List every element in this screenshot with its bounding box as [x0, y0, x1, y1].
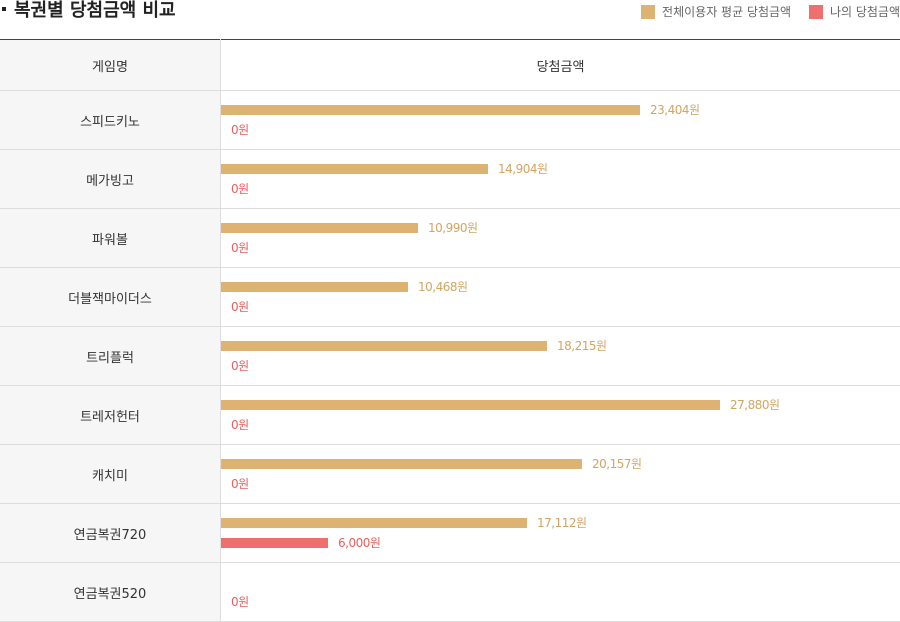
avg-value-label: 14,904원 — [498, 162, 548, 176]
table-row: 캐치미 20,157원 0원 — [0, 444, 900, 504]
bar-cell: 27,880원 0원 — [220, 385, 900, 445]
avg-bar — [221, 282, 408, 292]
avg-value-label: 10,468원 — [418, 280, 468, 294]
mine-value-label: 0원 — [231, 418, 249, 432]
mine-value-label: 0원 — [231, 359, 249, 373]
mine-value-label: 0원 — [231, 595, 249, 609]
chart-title-text: 복권별 당첨금액 비교 — [14, 0, 176, 21]
bar-cell: 10,990원 0원 — [220, 208, 900, 268]
game-name: 연금복권520 — [0, 562, 221, 622]
avg-bar — [221, 518, 527, 528]
table-row: 트리플럭 18,215원 0원 — [0, 326, 900, 386]
comparison-table: 게임명 당첨금액 스피드키노 23,404원 0원 메가빙고 14,904원 0원 파워볼 1… — [0, 39, 900, 622]
mine-value-label: 0원 — [231, 300, 249, 314]
table-row: 파워볼 10,990원 0원 — [0, 208, 900, 268]
legend-item-mine: 나의 당첨금액 — [808, 3, 900, 20]
game-name: 메가빙고 — [0, 149, 221, 209]
legend-item-avg: 전체이용자 평균 당첨금액 — [641, 3, 791, 20]
table-row: 스피드키노 23,404원 0원 — [0, 90, 900, 150]
game-name: 파워볼 — [0, 208, 221, 268]
avg-value-label: 10,990원 — [428, 221, 478, 235]
chart-header: 복권별 당첨금액 비교 전체이용자 평균 당첨금액 나의 당첨금액 — [0, 0, 900, 36]
table-row: 연금복권720 17,112원 6,000원 — [0, 503, 900, 563]
bar-cell: 18,215원 0원 — [220, 326, 900, 386]
legend-label-mine: 나의 당첨금액 — [829, 5, 900, 19]
mine-value-label: 0원 — [231, 123, 249, 137]
bar-cell: 17,112원 6,000원 — [220, 503, 900, 563]
header-amount: 당첨금액 — [220, 39, 900, 91]
mine-value-label: 0원 — [231, 241, 249, 255]
table-body: 스피드키노 23,404원 0원 메가빙고 14,904원 0원 파워볼 10,990원 0원 더… — [0, 90, 900, 622]
legend-label-avg: 전체이용자 평균 당첨금액 — [662, 5, 792, 19]
bar-cell: 20,157원 0원 — [220, 444, 900, 504]
avg-bar — [221, 341, 547, 351]
table-row: 연금복권520 0원 — [0, 562, 900, 622]
avg-bar — [221, 459, 582, 469]
header-game: 게임명 — [0, 39, 221, 91]
game-name: 더블잭마이더스 — [0, 267, 221, 327]
mine-value-label: 0원 — [231, 182, 249, 196]
avg-bar — [221, 223, 418, 233]
legend: 전체이용자 평균 당첨금액 나의 당첨금액 — [627, 3, 900, 20]
avg-bar — [221, 105, 640, 115]
bar-cell: 23,404원 0원 — [220, 90, 900, 150]
mine-bar — [221, 538, 328, 548]
game-name: 연금복권720 — [0, 503, 221, 563]
bar-cell: 0원 — [220, 562, 900, 622]
bar-cell: 10,468원 0원 — [220, 267, 900, 327]
avg-value-label: 27,880원 — [730, 398, 780, 412]
legend-swatch-mine — [808, 4, 823, 19]
avg-value-label: 18,215원 — [557, 339, 607, 353]
game-name: 트레저헌터 — [0, 385, 221, 445]
chart-title: 복권별 당첨금액 비교 — [0, 0, 176, 22]
bullet-icon — [2, 7, 6, 11]
avg-value-label: 20,157원 — [592, 457, 642, 471]
table-row: 더블잭마이더스 10,468원 0원 — [0, 267, 900, 327]
game-name: 캐치미 — [0, 444, 221, 504]
mine-value-label: 6,000원 — [338, 536, 381, 550]
avg-value-label: 17,112원 — [537, 516, 587, 530]
avg-bar — [221, 164, 488, 174]
legend-swatch-avg — [641, 4, 656, 19]
table-row: 트레저헌터 27,880원 0원 — [0, 385, 900, 445]
mine-value-label: 0원 — [231, 477, 249, 491]
bar-cell: 14,904원 0원 — [220, 149, 900, 209]
table-row: 메가빙고 14,904원 0원 — [0, 149, 900, 209]
game-name: 스피드키노 — [0, 90, 221, 150]
avg-bar — [221, 400, 720, 410]
game-name: 트리플럭 — [0, 326, 221, 386]
table-header-row: 게임명 당첨금액 — [0, 39, 900, 91]
avg-value-label: 23,404원 — [650, 103, 700, 117]
